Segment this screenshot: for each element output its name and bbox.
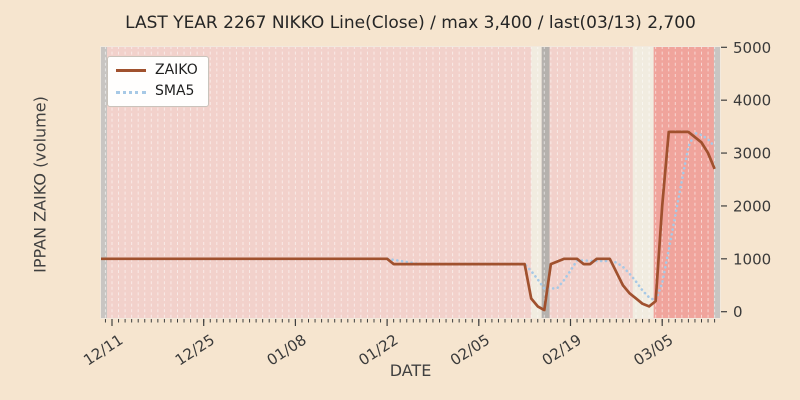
y-tick-label: 1000 xyxy=(733,250,771,268)
background-band xyxy=(713,46,721,319)
zaiko-line-swatch xyxy=(116,69,146,73)
y-tick-label: 3000 xyxy=(733,145,771,163)
chart-title: LAST YEAR 2267 NIKKO Line(Close) / max 3… xyxy=(125,13,696,33)
plot-background xyxy=(100,46,721,319)
legend-item-zaiko: ZAIKO xyxy=(116,62,198,78)
legend: ZAIKO SMA5 xyxy=(107,56,209,107)
background-band xyxy=(531,46,542,319)
y-tick-label: 0 xyxy=(733,303,743,321)
plot-border xyxy=(100,46,721,319)
x-axis-label: DATE xyxy=(389,361,432,380)
background-band xyxy=(100,46,108,319)
zaiko-line xyxy=(100,130,716,312)
y-tick-label: 5000 xyxy=(733,39,771,57)
legend-item-sma5: SMA5 xyxy=(116,83,198,100)
background-band xyxy=(541,46,550,319)
legend-label-sma5: SMA5 xyxy=(155,83,195,100)
background-band xyxy=(632,46,654,319)
background-band xyxy=(653,46,714,319)
y-tick-label: 2000 xyxy=(733,197,771,215)
sma5-line-swatch xyxy=(116,90,146,94)
plot-area: 12/11 12/25 01/08 01/22 02/05 02/19 03/0501000… xyxy=(80,39,771,369)
legend-label-zaiko: ZAIKO xyxy=(155,62,198,78)
y-tick-label: 4000 xyxy=(733,92,771,110)
